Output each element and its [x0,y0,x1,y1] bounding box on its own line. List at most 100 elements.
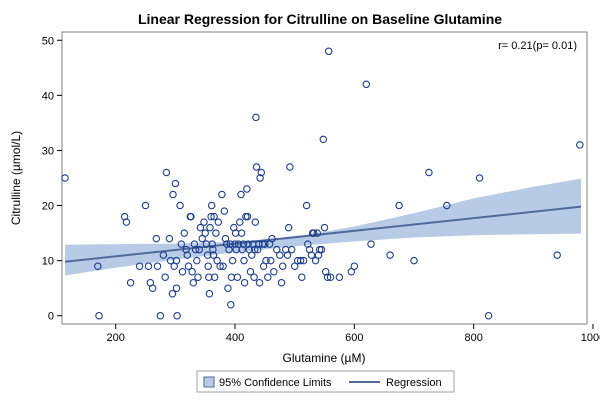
data-point [252,163,261,171]
data-point [177,240,186,248]
data-point [153,262,162,270]
data-point [425,168,433,177]
data-point [239,240,248,248]
data-point [238,245,246,254]
y-tick-label: 30 [42,145,54,157]
data-point [172,284,181,292]
x-tick-label: 200 [107,332,125,344]
data-point [237,190,245,199]
x-tick-label: 400 [226,332,244,344]
data-point [313,229,322,237]
data-point [553,251,561,259]
correlation-annotation: r= 0.21(p= 0.01) [498,40,577,52]
legend-label-confidence: 95% Confidence Limits [219,377,332,389]
data-point [335,273,344,281]
data-point [264,273,272,281]
y-tick-label: 20 [42,201,54,213]
data-point [219,262,227,270]
data-point [307,251,316,259]
regression-line-layer [64,205,582,263]
data-point [195,245,203,254]
data-point [253,245,262,254]
data-point [208,240,217,248]
data-point [302,201,311,210]
data-point [144,262,153,270]
data-point [198,234,206,243]
data-point [250,273,258,281]
data-point [268,234,276,243]
data-point [284,223,293,232]
x-tick-label: 800 [464,332,482,344]
data-point [213,256,221,265]
y-axis-label: Citrulline (µmol/L) [9,131,23,225]
data-point [209,251,218,259]
data-point [410,256,418,265]
data-point [277,278,286,287]
data-point [299,256,308,265]
data-point [169,190,177,199]
data-point [252,113,260,122]
data-point [184,262,193,270]
data-point [214,218,223,226]
data-point [350,262,359,270]
legend-box [196,370,455,393]
x-axis-label: Glutamine (µM) [283,351,366,365]
data-point [267,256,275,265]
data-point [251,218,260,226]
data-point [255,278,264,287]
data-point [246,267,255,276]
data-point [286,163,294,171]
data-point [189,278,198,287]
data-point [159,251,168,259]
data-point [218,190,226,199]
data-point [227,300,235,309]
data-point [362,80,371,89]
data-point [135,262,144,270]
data-point [317,245,326,254]
data-point [207,212,215,221]
data-point [220,207,229,215]
data-point [278,262,287,270]
data-point [484,311,493,320]
data-point [187,212,195,221]
data-point [224,284,232,292]
data-point [326,273,335,281]
data-point [126,278,135,287]
data-point [298,273,306,281]
data-point [183,251,192,259]
data-point [276,251,284,259]
data-point [176,201,184,210]
data-point [212,229,220,237]
data-point [243,185,251,193]
data-point [141,201,150,210]
confidence-band [65,178,581,276]
data-point [221,234,230,243]
y-tick-label: 0 [48,311,54,323]
data-point [270,267,278,276]
regression-line [64,205,582,263]
data-point [193,256,201,265]
data-point [576,141,584,149]
data-point [210,273,219,281]
data-point [228,256,237,265]
data-point [324,47,333,56]
data-point [173,311,181,320]
y-axis-ticks: 0 10 20 30 40 50 [42,35,62,323]
data-point [287,245,296,254]
data-point [395,201,403,210]
data-point [205,289,214,298]
data-points-layer [61,47,584,320]
data-point [443,201,451,210]
data-point [290,262,299,270]
data-point [209,245,217,254]
data-point [240,256,248,265]
data-point [171,179,180,188]
y-tick-label: 50 [42,35,54,47]
data-point [225,245,233,254]
data-point [320,223,329,232]
data-point [180,229,189,237]
data-point [168,289,177,298]
